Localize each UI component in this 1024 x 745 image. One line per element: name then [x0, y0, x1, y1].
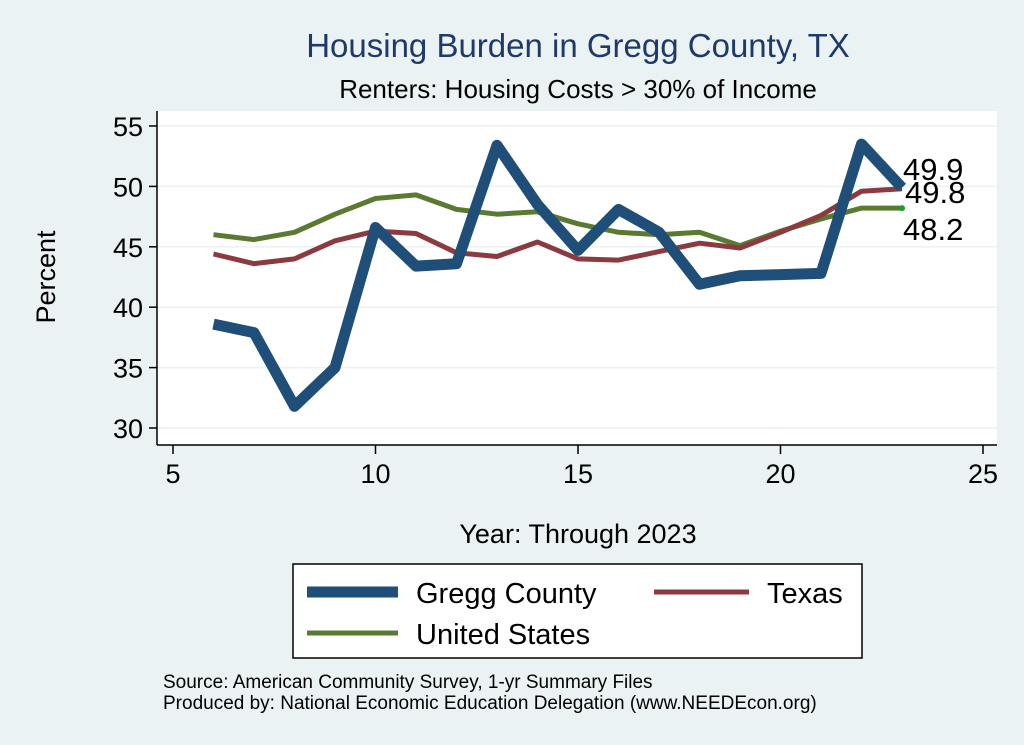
producer-note: Produced by: National Economic Education…	[163, 693, 817, 714]
chart-title: Housing Burden in Gregg County, TX	[306, 27, 850, 64]
x-tick-label: 5	[165, 459, 180, 489]
y-tick-label: 45	[113, 233, 143, 263]
chart-subtitle: Renters: Housing Costs > 30% of Income	[339, 74, 817, 104]
end-value-label-gregg-county: 49.9	[903, 152, 963, 187]
series-lines	[212, 138, 907, 412]
y-tick-label: 35	[113, 354, 143, 384]
legend-label-gregg-county: Gregg County	[416, 578, 597, 610]
y-tick-label: 30	[113, 414, 143, 444]
end-value-label-texas: 49.8	[905, 175, 965, 210]
x-tick-label: 20	[765, 459, 795, 489]
grid-lines	[157, 125, 997, 429]
source-note: Source: American Community Survey, 1-yr …	[163, 672, 653, 693]
y-tick-label: 55	[113, 112, 143, 142]
legend-label-united-states: United States	[416, 619, 590, 651]
legend: Gregg County Texas United States	[292, 563, 863, 659]
x-tick-label: 15	[563, 459, 593, 489]
x-axis-label: Year: Through 2023	[459, 519, 696, 549]
end-labels: 49.949.848.2	[903, 152, 965, 247]
x-tick-label: 25	[968, 459, 998, 489]
y-axis-label: Percent	[31, 230, 61, 324]
legend-box	[292, 563, 863, 659]
series-line-gregg-county	[212, 138, 907, 412]
y-tick-label: 50	[113, 172, 143, 202]
end-marker-united-states	[899, 205, 905, 212]
y-tick-label: 40	[113, 293, 143, 323]
x-tick-label: 10	[360, 459, 390, 489]
end-value-label-united-states: 48.2	[903, 212, 963, 247]
series-line-texas	[212, 186, 903, 267]
legend-label-texas: Texas	[767, 578, 843, 610]
